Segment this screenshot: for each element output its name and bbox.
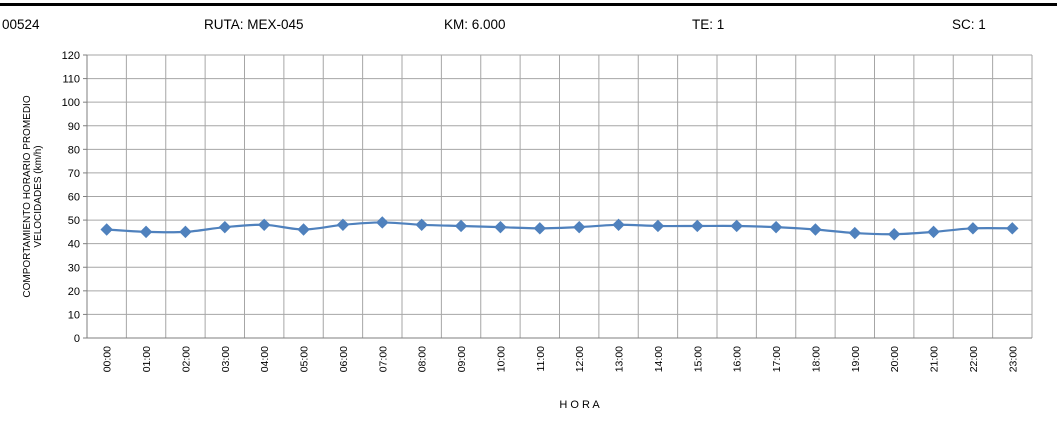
- data-point: [100, 223, 113, 236]
- data-point: [691, 219, 704, 233]
- data-point: [612, 218, 625, 232]
- x-tick-label: 19:00: [850, 346, 862, 372]
- y-axis-title: VELOCIDADES (km/h): [33, 145, 44, 247]
- x-tick-label: 06:00: [338, 346, 350, 372]
- y-tick-label: 120: [62, 50, 80, 62]
- x-tick-label: 04:00: [259, 346, 271, 372]
- y-tick-label: 60: [68, 192, 80, 204]
- x-tick-label: 14:00: [653, 346, 665, 372]
- x-tick-label: 11:00: [535, 346, 547, 372]
- x-tick-label: 13:00: [614, 346, 626, 372]
- y-tick-label: 110: [62, 74, 80, 86]
- x-tick-label: 21:00: [929, 346, 941, 372]
- y-tick-label: 80: [68, 144, 80, 156]
- te-label: TE: 1: [692, 17, 725, 32]
- x-tick-label: 20:00: [889, 346, 901, 372]
- data-point: [809, 223, 822, 236]
- y-tick-label: 50: [68, 215, 80, 227]
- y-tick-label: 30: [68, 262, 80, 274]
- x-tick-label: 10:00: [495, 346, 507, 372]
- x-tick-label: 00:00: [102, 346, 114, 372]
- data-point: [139, 225, 153, 239]
- station-id: 00524: [2, 17, 40, 32]
- data-point: [651, 219, 665, 233]
- route-label: RUTA: MEX-045: [204, 17, 304, 32]
- x-tick-label: 07:00: [377, 346, 389, 372]
- x-tick-label: 15:00: [692, 346, 704, 372]
- y-tick-label: 10: [68, 309, 80, 321]
- data-point: [730, 219, 743, 233]
- x-tick-label: 05:00: [299, 346, 311, 372]
- y-tick-label: 20: [68, 286, 80, 298]
- header-top-rule: [0, 3, 1057, 6]
- x-tick-label: 17:00: [771, 346, 783, 372]
- data-point: [179, 225, 192, 239]
- data-point: [415, 218, 428, 232]
- y-tick-label: 70: [68, 168, 80, 180]
- data-point: [887, 228, 901, 241]
- data-point: [572, 220, 586, 234]
- y-tick-label: 90: [68, 121, 80, 133]
- data-point: [533, 222, 547, 235]
- data-point: [848, 226, 862, 240]
- data-point: [1006, 222, 1019, 235]
- x-tick-label: 18:00: [810, 346, 822, 372]
- y-tick-label: 40: [68, 239, 80, 251]
- sc-label: SC: 1: [952, 17, 986, 32]
- data-point: [966, 222, 980, 235]
- data-point: [218, 220, 232, 234]
- data-point: [376, 216, 389, 229]
- data-point: [297, 223, 310, 236]
- data-point: [927, 225, 940, 239]
- x-tick-label: 03:00: [220, 346, 232, 372]
- x-tick-label: 02:00: [180, 346, 192, 372]
- data-point: [257, 218, 271, 232]
- x-tick-label: 16:00: [732, 346, 744, 372]
- data-point: [454, 219, 468, 233]
- x-tick-label: 23:00: [1007, 346, 1019, 372]
- km-label: KM: 6.000: [444, 17, 506, 32]
- data-point: [336, 218, 350, 232]
- data-point: [494, 220, 507, 234]
- x-tick-label: 09:00: [456, 346, 468, 372]
- x-tick-label: 08:00: [417, 346, 429, 372]
- x-axis-title: H O R A: [559, 399, 600, 411]
- y-tick-label: 100: [62, 97, 80, 109]
- x-tick-label: 01:00: [141, 346, 153, 372]
- x-tick-label: 22:00: [968, 346, 980, 372]
- x-tick-label: 12:00: [574, 346, 586, 372]
- data-point: [769, 220, 783, 234]
- y-tick-label: 0: [74, 333, 80, 345]
- y-axis-title: COMPORTAMIENTO HORARIO PROMEDIO: [22, 95, 33, 297]
